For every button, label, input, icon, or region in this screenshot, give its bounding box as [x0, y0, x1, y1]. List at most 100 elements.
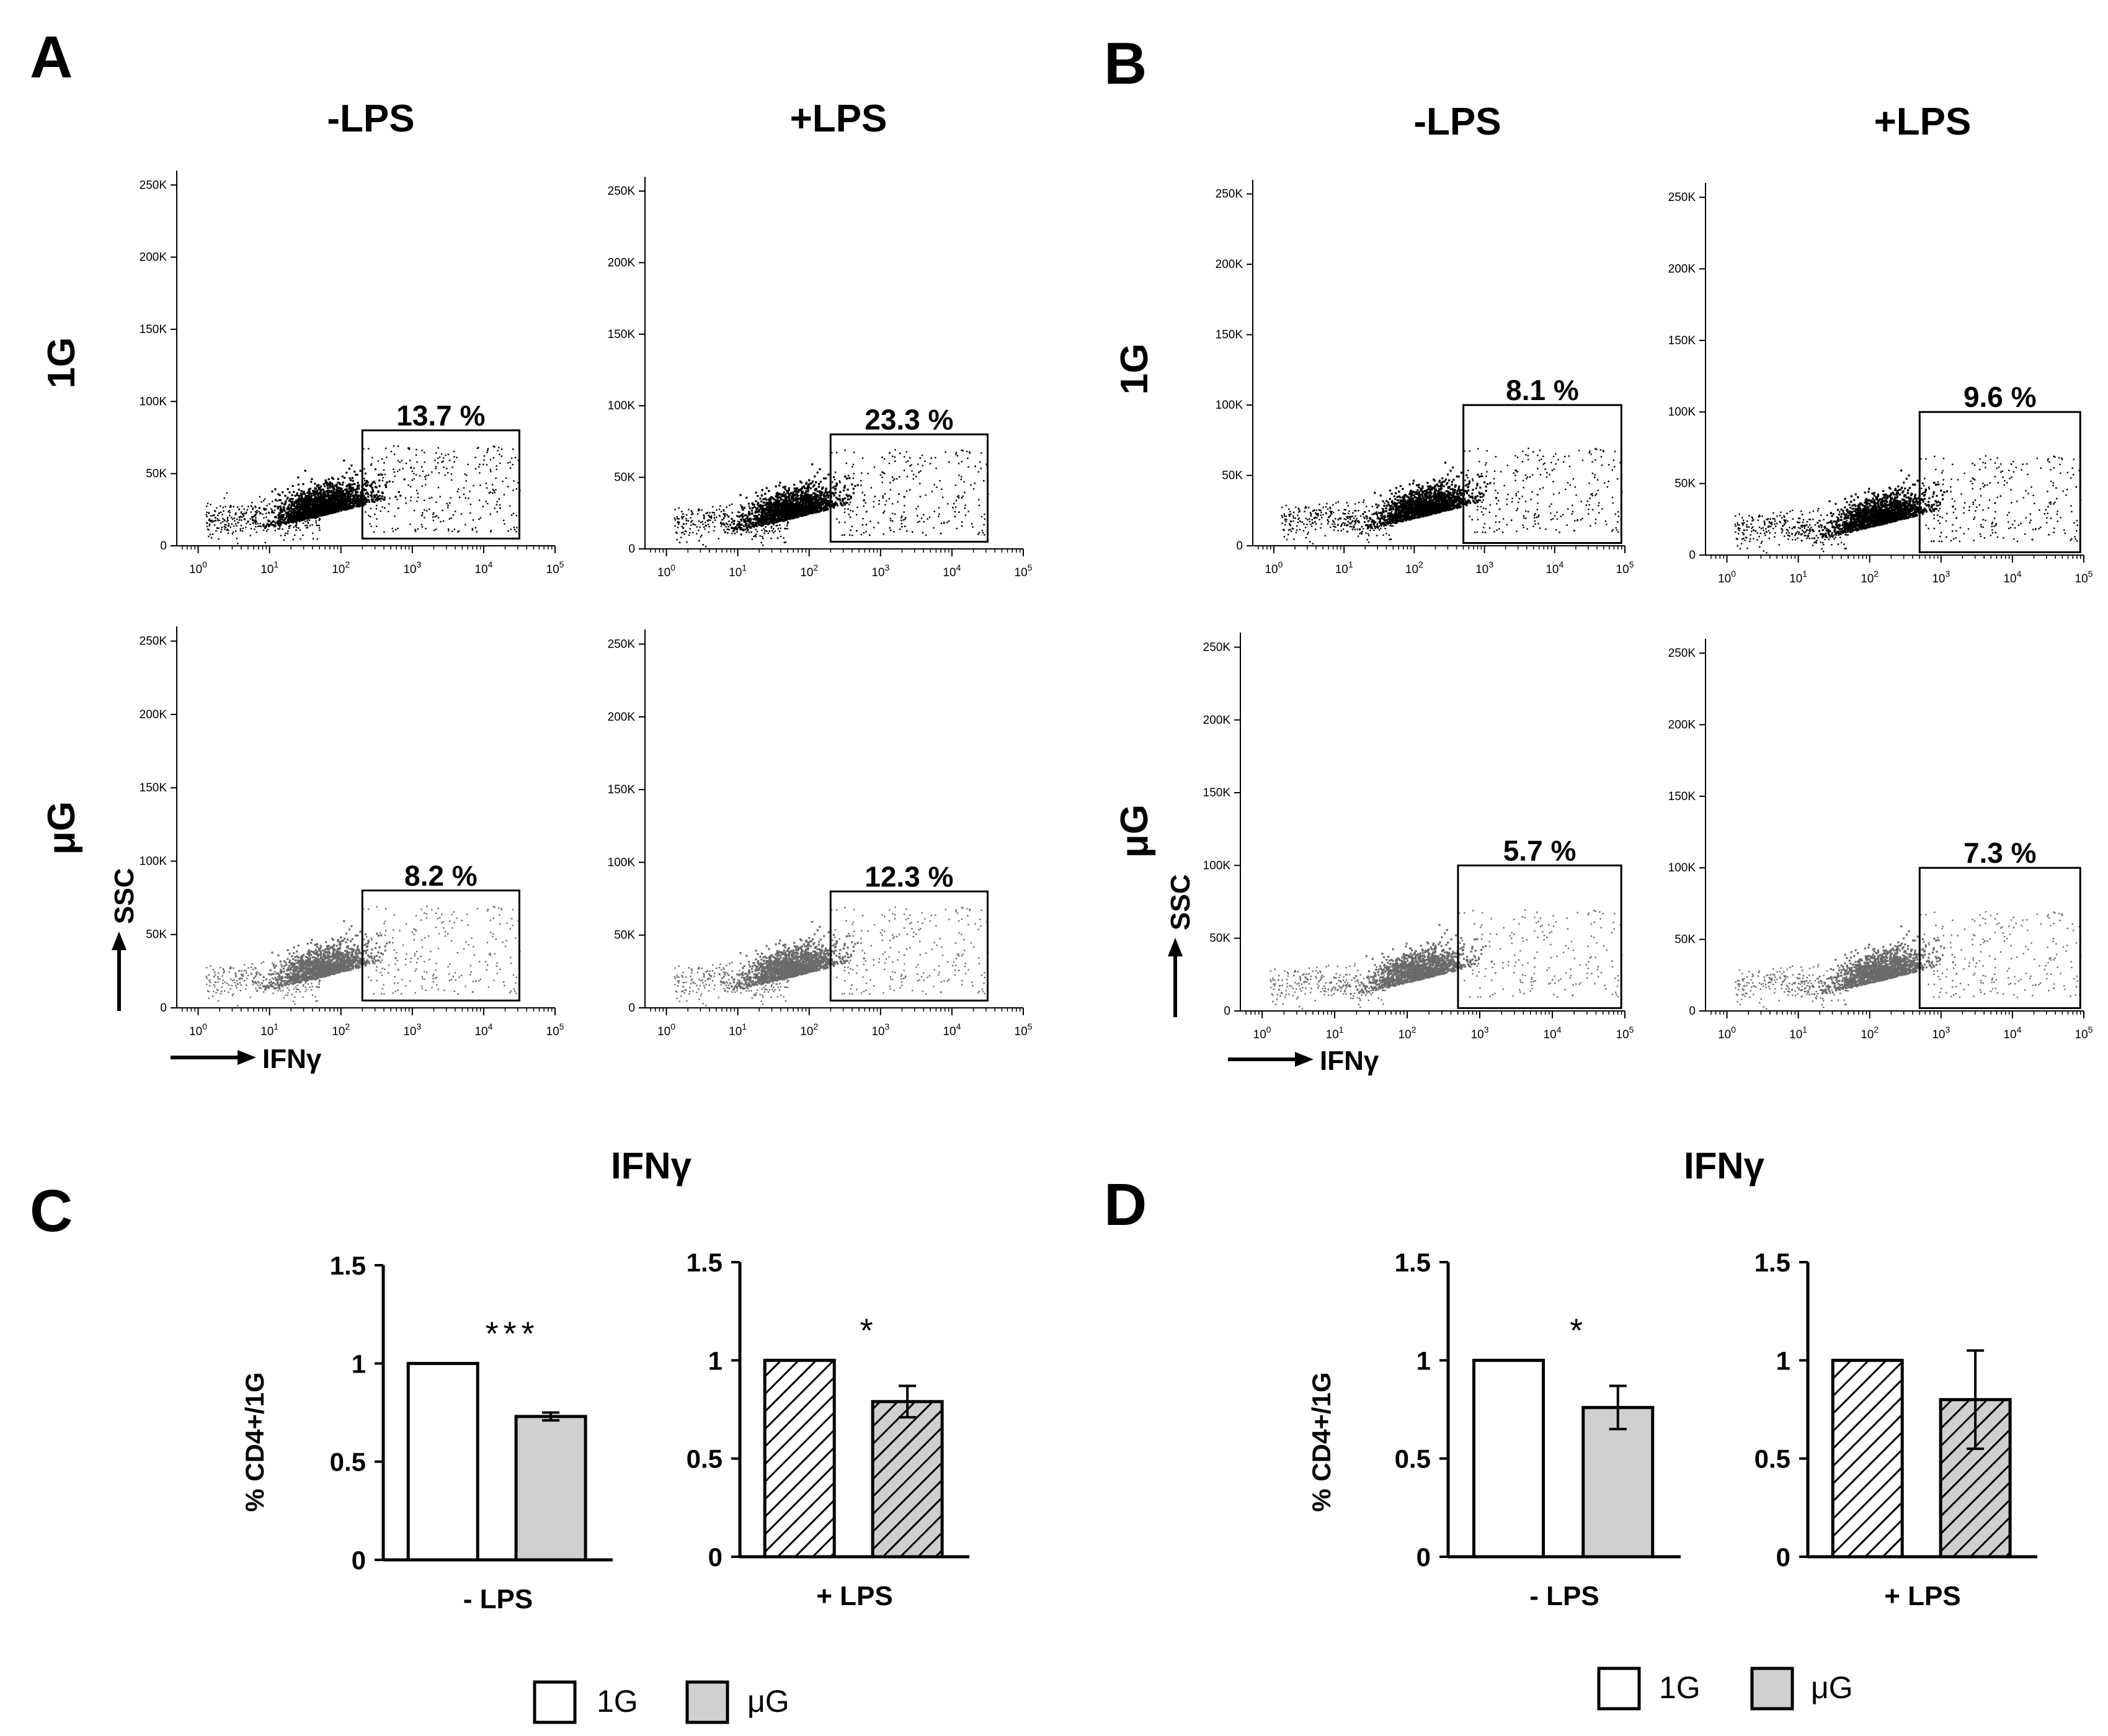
flow-dot [314, 500, 316, 502]
flow-dot [311, 532, 314, 534]
flow-dot [356, 487, 358, 490]
flow-dot [761, 530, 763, 532]
flow-dot [860, 533, 863, 535]
flow-dot [222, 506, 224, 509]
flow-dot [208, 535, 210, 538]
flow-dot [497, 450, 499, 452]
flow-dot [416, 489, 418, 491]
flow-dot [297, 476, 300, 479]
flow-dot [296, 510, 298, 513]
flow-dot [409, 523, 411, 525]
flow-dot [340, 503, 342, 505]
flow-dot [820, 491, 823, 493]
flow-dot [388, 480, 391, 483]
flow-dot [432, 516, 434, 518]
flow-dot [343, 459, 345, 462]
flow-dot [413, 509, 416, 512]
flow-dot [450, 473, 453, 475]
flow-dot [394, 496, 397, 498]
flow-dot [437, 457, 439, 459]
flow-dot [732, 530, 735, 532]
flow-dot [515, 530, 517, 533]
flow-dot [409, 460, 411, 461]
flow-dot [302, 517, 305, 519]
flow-dot [816, 471, 819, 474]
flow-dot [374, 468, 376, 471]
flow-dot [303, 504, 305, 507]
flow-dot [432, 514, 434, 515]
flow-dot [288, 491, 291, 494]
flow-dot [701, 520, 703, 523]
flow-dot [331, 476, 334, 479]
flow-dot [293, 511, 295, 514]
flow-dot [473, 484, 474, 487]
flow-dot [342, 509, 345, 511]
flow-dot [384, 473, 386, 476]
flow-dot [216, 507, 218, 509]
flow-dot [278, 528, 281, 530]
flow-dot [940, 532, 941, 535]
flow-dot [816, 490, 819, 492]
flow-dot [291, 511, 294, 514]
flow-dot [337, 507, 340, 509]
flow-dot [297, 518, 299, 520]
flow-dot [905, 451, 907, 453]
flow-dot [742, 509, 744, 511]
flow-dot [224, 528, 226, 530]
flow-dot [326, 499, 329, 502]
flow-dot [318, 514, 321, 517]
flow-dot [419, 474, 421, 477]
flow-dot [938, 515, 940, 517]
flow-dot [492, 456, 494, 459]
flow-dot [230, 517, 233, 519]
flow-dot [336, 494, 339, 496]
flow-dot [223, 497, 225, 499]
flow-dot [304, 512, 306, 515]
flow-dot [309, 507, 312, 509]
flow-dot [416, 448, 417, 451]
flow-dot [479, 463, 481, 465]
flow-dot [337, 481, 339, 484]
flow-dot [352, 497, 355, 499]
flow-dot [433, 529, 435, 532]
flow-dot [376, 496, 380, 498]
ssc-label-b: SSC [1165, 875, 1196, 930]
flow-dot [298, 512, 300, 515]
flow-dot [363, 448, 365, 450]
flow-dot [307, 509, 310, 511]
flow-dot [329, 491, 331, 493]
flow-dot [399, 469, 401, 471]
flow-dot [371, 489, 374, 491]
flow-dot [355, 493, 357, 496]
flow-dot [856, 484, 859, 486]
flow-dot [474, 456, 476, 458]
flow-dot [311, 498, 314, 501]
flow-dot [378, 485, 381, 487]
flow-dot [291, 501, 293, 503]
flow-dot [458, 488, 460, 490]
flow-dot [229, 506, 231, 508]
flow-dot [947, 503, 949, 505]
flow-dot [336, 503, 338, 505]
flow-dot [250, 511, 252, 513]
flow-dot [326, 511, 329, 514]
flow-dot [425, 528, 427, 530]
flow-dot [853, 473, 855, 474]
flow-dot [680, 536, 682, 538]
flow-dot [296, 513, 298, 516]
flow-dot [488, 492, 491, 494]
flow-dot [344, 499, 346, 502]
flow-dot [303, 512, 305, 515]
flow-dot [352, 487, 355, 489]
flow-dot [464, 473, 466, 475]
flow-dot [277, 528, 279, 530]
bar-title-d: IFNγ [1684, 1145, 1765, 1186]
flow-dot [287, 530, 289, 532]
flow-dot [284, 502, 287, 504]
flow-dot [252, 522, 254, 524]
flow-dot [293, 491, 295, 493]
flow-dot [703, 514, 705, 516]
flow-dot [946, 522, 948, 523]
flow-dot [731, 532, 733, 535]
flow-dot [744, 514, 746, 517]
